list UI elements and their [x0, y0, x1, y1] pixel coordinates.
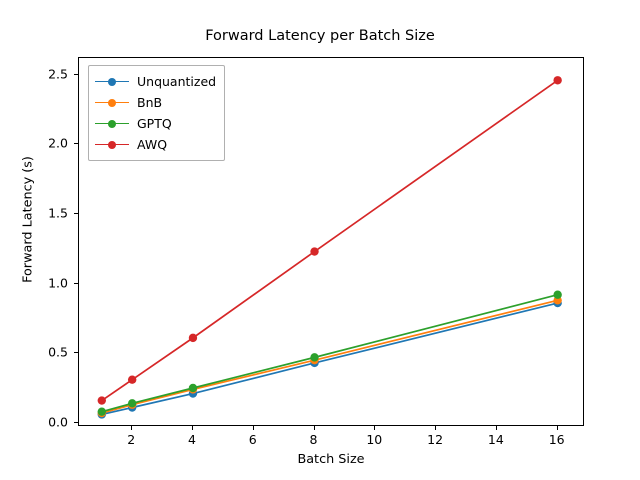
x-tick-label: 8: [309, 432, 318, 447]
series-canvas: [97, 76, 562, 419]
x-tick-mark: [495, 426, 497, 430]
series-line: [101, 302, 558, 416]
y-tick-label: 2.0: [48, 135, 68, 151]
y-tick-label: 0.0: [48, 414, 68, 430]
y-tick-label: 2.5: [48, 66, 68, 82]
data-point-marker: [127, 375, 137, 384]
x-tick-mark: [374, 426, 376, 430]
x-tick-label: 12: [427, 432, 444, 447]
y-tick-mark: [74, 421, 78, 423]
data-point-marker: [553, 76, 562, 85]
legend-label: Unquantized: [137, 73, 217, 89]
legend-item-gptq[interactable]: GPTQ: [95, 113, 216, 134]
legend-item-unquantized[interactable]: Unquantized: [95, 71, 216, 92]
y-tick-mark: [74, 282, 78, 284]
legend-swatch-icon: [95, 97, 129, 109]
x-tick-mark: [191, 426, 193, 430]
y-tick-mark: [74, 352, 78, 354]
x-tick-label: 4: [187, 432, 196, 447]
x-axis-label: Batch Size: [297, 452, 365, 467]
x-tick-label: 14: [487, 432, 504, 447]
y-tick-label: 1.0: [48, 275, 68, 291]
data-point-marker: [97, 407, 106, 416]
data-point-marker: [310, 353, 319, 362]
data-point-marker: [97, 396, 106, 405]
legend: Unquantized BnB GPTQ AWQ: [88, 65, 226, 161]
legend-swatch-icon: [95, 118, 129, 130]
legend-label: BnB: [137, 94, 163, 110]
legend-swatch-icon: [95, 139, 129, 151]
y-tick-label: 1.5: [48, 205, 68, 221]
series-awq: [97, 76, 562, 405]
data-point-marker: [310, 247, 319, 256]
series-line: [101, 299, 558, 414]
legend-item-awq[interactable]: AWQ: [95, 134, 216, 155]
y-tick-mark: [74, 212, 78, 214]
y-tick-label: 0.5: [48, 344, 68, 360]
x-tick-mark: [252, 426, 254, 430]
legend-label: GPTQ: [137, 115, 172, 131]
x-tick-mark: [435, 426, 437, 430]
legend-swatch-icon: [95, 76, 129, 88]
y-tick-mark: [74, 73, 78, 75]
x-tick-label: 10: [366, 432, 383, 447]
x-tick-label: 2: [127, 432, 136, 447]
legend-label: AWQ: [137, 136, 168, 152]
chart-title: Forward Latency per Batch Size: [205, 28, 435, 44]
x-tick-mark: [131, 426, 133, 430]
data-point-marker: [188, 383, 198, 393]
x-tick-mark: [556, 426, 558, 430]
x-tick-label: 16: [548, 432, 565, 447]
plot-area: [78, 57, 584, 426]
data-point-marker: [188, 333, 198, 343]
y-axis-label: Forward Latency (s): [20, 156, 36, 283]
legend-item-bnb[interactable]: BnB: [95, 92, 216, 113]
x-tick-mark: [313, 426, 315, 430]
series-gptq: [97, 290, 562, 416]
y-tick-mark: [74, 143, 78, 145]
data-point-marker: [553, 290, 562, 299]
x-tick-label: 6: [248, 432, 257, 447]
data-point-marker: [127, 399, 137, 408]
